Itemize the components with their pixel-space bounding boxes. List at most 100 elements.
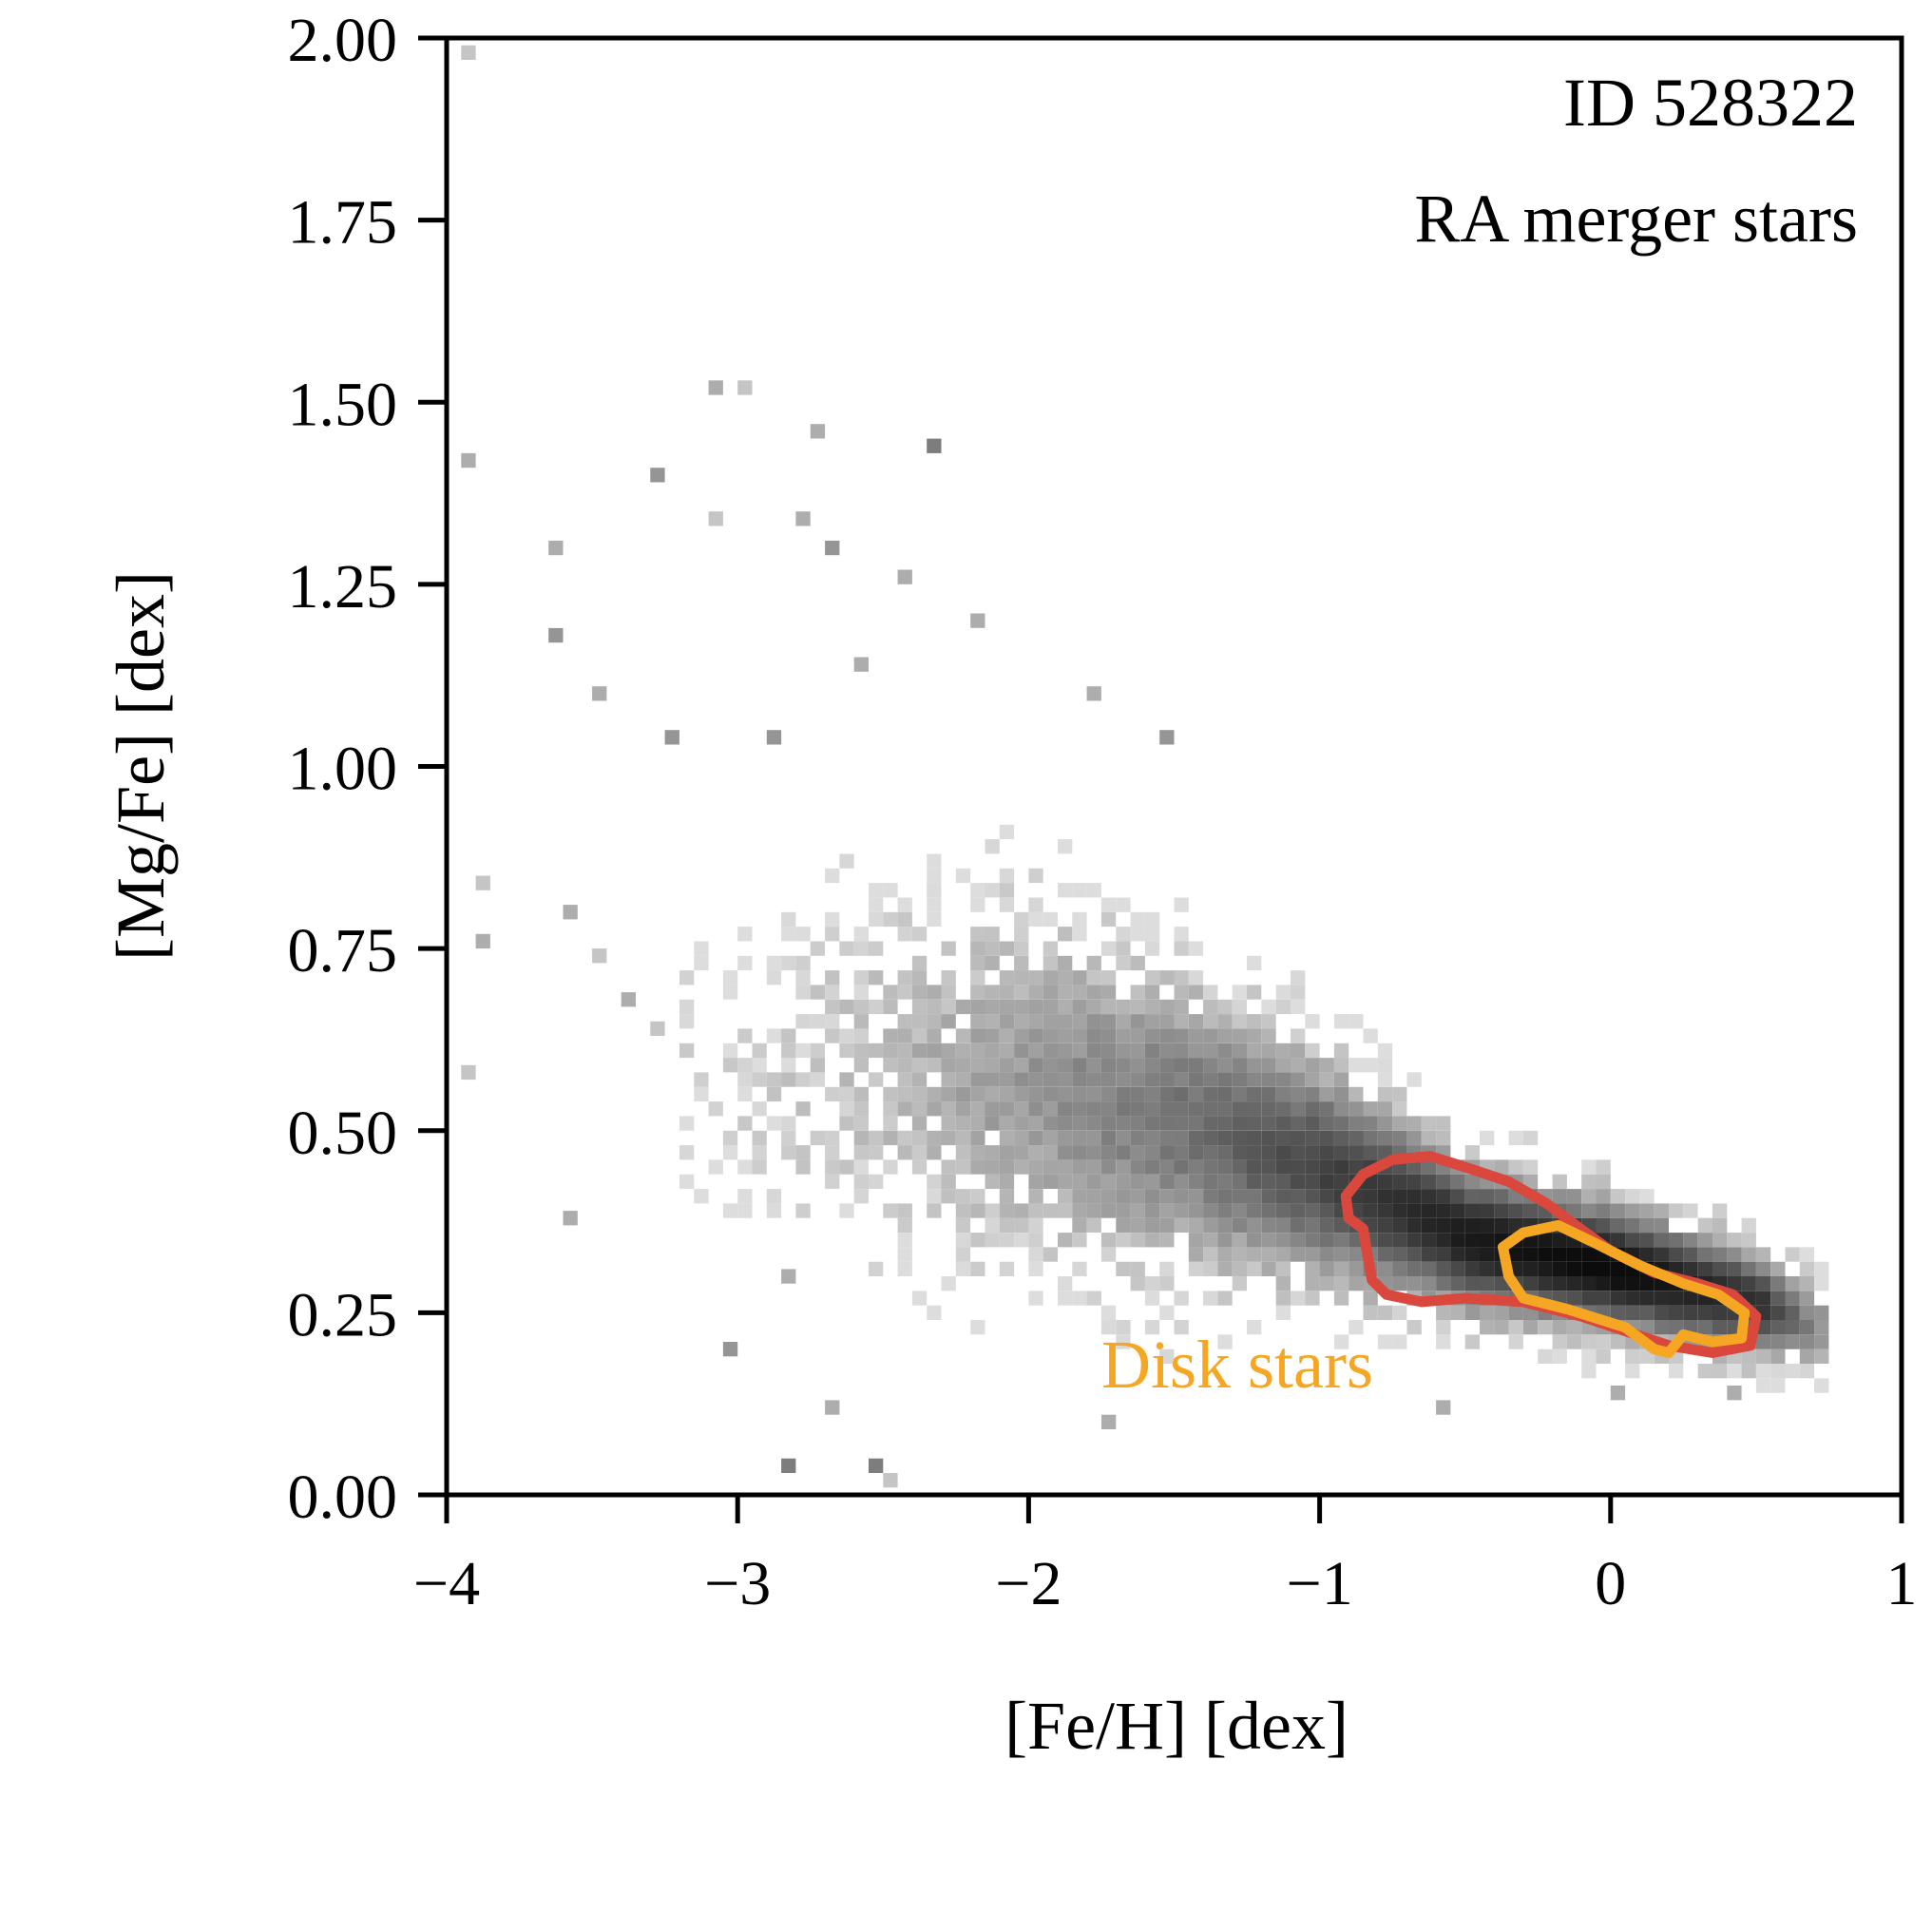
y-tick-label: 0.25 [288,1280,398,1349]
heatmap-cell [1086,1217,1101,1233]
heatmap-cell [1188,1159,1204,1175]
heatmap-cell [985,941,1000,956]
heatmap-cell [1028,1028,1043,1043]
heatmap-cell [1291,1203,1306,1218]
heatmap-cell [1508,1320,1523,1335]
heatmap-cell [927,897,942,912]
heatmap-cell [1043,1130,1058,1146]
heatmap-cell [1144,911,1160,928]
heatmap-cell [1217,1145,1233,1160]
heatmap-cell [1232,1086,1247,1102]
density-heatmap [461,45,1829,1488]
heatmap-cell [1785,1291,1800,1306]
heatmap-cell [1508,1305,1523,1320]
heatmap-cell [1741,1276,1756,1291]
heatmap-cell [1625,1349,1640,1364]
heatmap-cell [1552,1189,1567,1204]
heatmap-cell [1654,1203,1669,1218]
heatmap-cell [1203,1233,1218,1248]
heatmap-cell [1581,1276,1597,1291]
heatmap-cell [1116,1086,1131,1102]
heatmap-cell [1275,1101,1291,1117]
heatmap-cell [1086,999,1101,1015]
heatmap-cell [927,1014,942,1029]
heatmap-cell [1275,1174,1291,1189]
heatmap-cell [1232,1116,1247,1131]
heatmap-cell [1100,1130,1117,1146]
heatmap-cell [1014,1217,1029,1233]
y-tick-label: 1.25 [288,552,398,622]
heatmap-cell [985,1101,1000,1117]
heatmap-cell [1086,1101,1101,1117]
heatmap-cell [1203,1174,1218,1189]
heatmap-cell [1436,1276,1451,1291]
heatmap-cell [985,1058,1000,1073]
heatmap-cell [1261,1217,1276,1233]
heatmap-cell [1755,1247,1771,1262]
heatmap-cell [1043,1159,1058,1175]
heatmap-cell [1247,1320,1262,1335]
heatmap-cell [825,1028,840,1043]
heatmap-cell [1217,1291,1233,1306]
heatmap-cell [839,853,854,869]
heatmap-cell [694,1086,709,1102]
heatmap-cell [1261,1145,1276,1160]
heatmap-cell [1552,1261,1567,1276]
heatmap-cell [1770,1261,1786,1276]
heatmap-cell [985,1203,1000,1218]
heatmap-cell [1232,999,1247,1015]
heatmap-cell [1799,1334,1815,1349]
heatmap-cell [985,1116,1000,1131]
heatmap-cell [869,1261,884,1276]
heatmap-cell [752,1159,767,1175]
heatmap-cell [1014,1086,1029,1102]
heatmap-cell [999,1203,1015,1218]
heatmap-cell [1014,1101,1029,1117]
annotation-id: ID 528322 [1563,65,1858,141]
heatmap-cell [911,1014,928,1029]
heatmap-cell [1144,1159,1160,1175]
heatmap-cell [1232,1072,1247,1087]
heatmap-cell [1247,1130,1262,1146]
heatmap-cell [795,1014,811,1029]
heatmap-cell [1058,985,1073,1000]
heatmap-cell [869,999,884,1015]
heatmap-cell [1377,1058,1393,1073]
heatmap-cell [1392,1086,1407,1102]
heatmap-cell [1100,1058,1117,1073]
heatmap-cell [985,1174,1000,1189]
heatmap-cell [679,1014,695,1029]
heatmap-cell [883,911,898,928]
heatmap-cell [1217,1174,1233,1189]
heatmap-cell [722,1145,738,1160]
heatmap-cell [1130,1217,1145,1233]
heatmap-cell [1247,1014,1262,1029]
heatmap-cell [1100,1028,1117,1043]
heatmap-cell [1203,1058,1218,1073]
heatmap-cell [1538,1320,1553,1335]
heatmap-cell [985,1043,1000,1059]
heatmap-cell [1275,999,1291,1015]
heatmap-cell [927,1189,942,1204]
heatmap-cell [897,1203,912,1218]
heatmap-cell [1188,1116,1204,1131]
heatmap-cell [1392,1334,1407,1349]
heatmap-cell [911,1101,928,1117]
heatmap-cell [1028,1291,1043,1306]
heatmap-cell [1697,1320,1712,1335]
heatmap-cell [970,955,985,971]
heatmap-cell [737,1189,753,1204]
heatmap-cell [1058,1203,1073,1218]
heatmap-cell [1799,1247,1815,1262]
heatmap-cell [1232,1145,1247,1160]
heatmap-cell [927,438,942,453]
heatmap-cell [1464,1305,1480,1320]
heatmap-cell [970,1072,985,1087]
heatmap-cell [1014,1159,1029,1175]
heatmap-cell [1247,985,1262,1000]
heatmap-cell [1232,1247,1247,1262]
heatmap-cell [1144,1043,1160,1059]
heatmap-cell [1319,1159,1334,1175]
heatmap-cell [1174,985,1189,1000]
heatmap-cell [1406,1320,1422,1335]
